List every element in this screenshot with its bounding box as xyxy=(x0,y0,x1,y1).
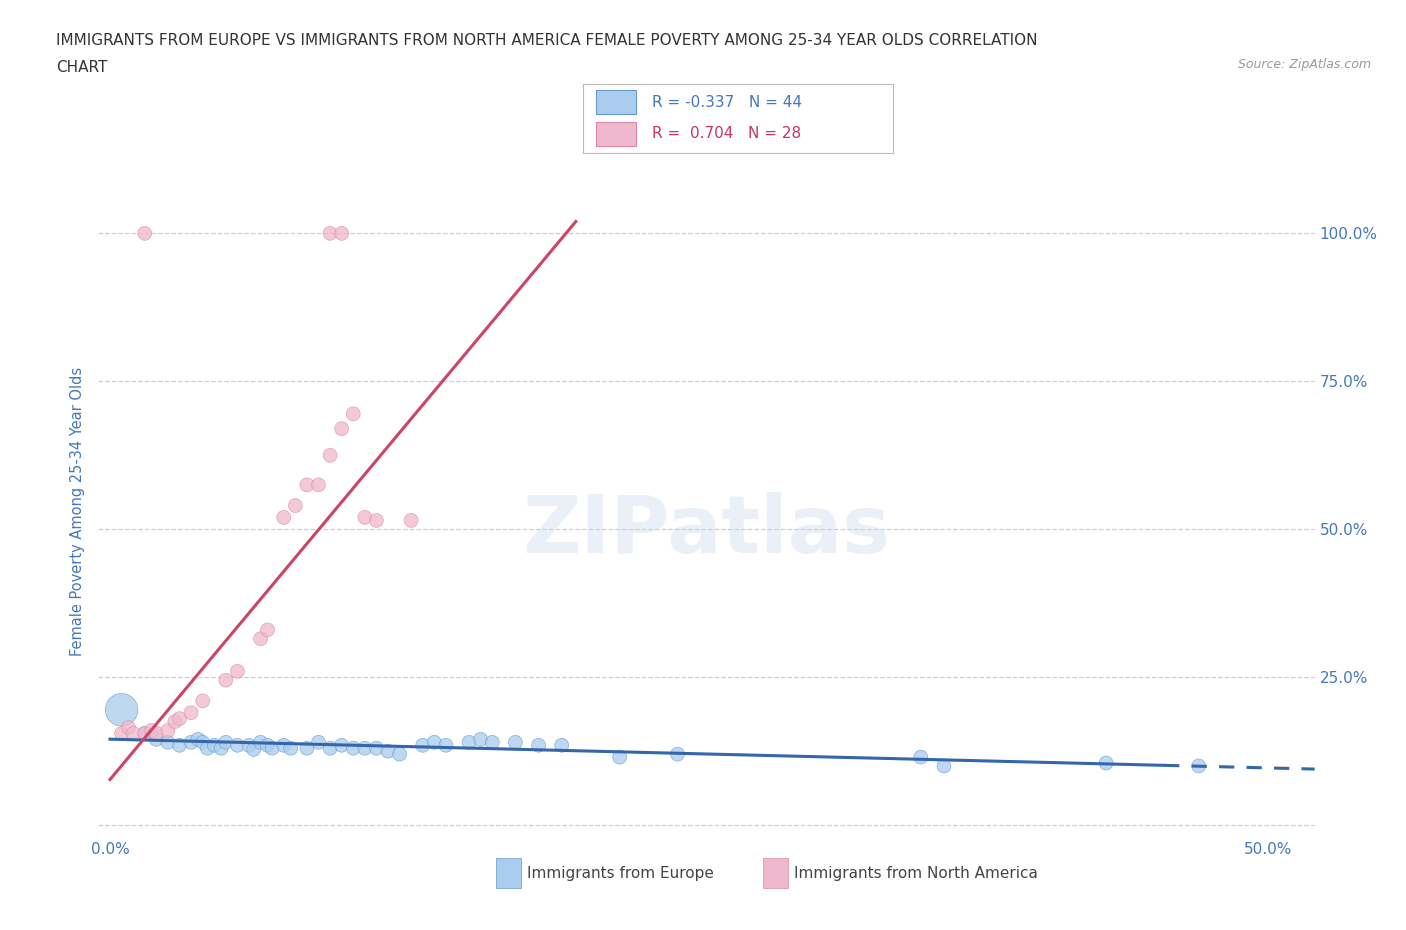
Point xyxy=(319,226,342,241)
Point xyxy=(342,741,364,756)
Point xyxy=(256,737,278,752)
Point xyxy=(187,732,209,747)
Point xyxy=(273,737,295,752)
Point xyxy=(117,720,139,735)
Point xyxy=(163,714,186,729)
Point xyxy=(215,735,238,750)
Point xyxy=(551,737,574,752)
Point xyxy=(145,732,167,747)
Point xyxy=(505,735,527,750)
FancyBboxPatch shape xyxy=(596,122,636,147)
Point xyxy=(353,741,375,756)
Point xyxy=(388,747,411,762)
Y-axis label: Female Poverty Among 25-34 Year Olds: Female Poverty Among 25-34 Year Olds xyxy=(70,367,86,656)
Point xyxy=(434,737,457,752)
Text: Immigrants from North America: Immigrants from North America xyxy=(794,866,1038,881)
Point xyxy=(256,622,278,637)
Point xyxy=(134,226,156,241)
Point xyxy=(242,742,264,757)
Point xyxy=(308,477,330,492)
Point xyxy=(377,744,399,759)
Point xyxy=(295,741,318,756)
Point xyxy=(295,477,318,492)
Point xyxy=(249,631,271,646)
Point xyxy=(330,226,353,241)
Point xyxy=(249,735,271,750)
Point xyxy=(366,513,388,528)
Text: ZIPatlas: ZIPatlas xyxy=(523,492,890,570)
Point xyxy=(156,723,179,737)
Point xyxy=(226,737,249,752)
Point xyxy=(134,726,156,741)
Point xyxy=(180,735,202,750)
Text: Immigrants from Europe: Immigrants from Europe xyxy=(527,866,713,881)
Text: IMMIGRANTS FROM EUROPE VS IMMIGRANTS FROM NORTH AMERICA FEMALE POVERTY AMONG 25-: IMMIGRANTS FROM EUROPE VS IMMIGRANTS FRO… xyxy=(56,33,1038,47)
Point xyxy=(353,510,375,525)
Point xyxy=(141,723,163,737)
Point xyxy=(209,741,232,756)
Point xyxy=(202,737,225,752)
Point xyxy=(481,735,503,750)
Point xyxy=(145,726,167,741)
Point xyxy=(609,750,631,764)
Point xyxy=(910,750,932,764)
Text: CHART: CHART xyxy=(56,60,108,75)
Point xyxy=(932,759,955,774)
Point xyxy=(169,737,191,752)
Point xyxy=(399,513,422,528)
Point xyxy=(134,726,156,741)
Point xyxy=(1188,759,1211,774)
Point xyxy=(238,737,260,752)
Point xyxy=(423,735,446,750)
Point xyxy=(195,741,218,756)
Point xyxy=(280,741,302,756)
Point xyxy=(319,448,342,463)
Point xyxy=(330,737,353,752)
Point xyxy=(458,735,481,750)
Text: R =  0.704   N = 28: R = 0.704 N = 28 xyxy=(651,126,800,141)
Point xyxy=(191,735,214,750)
Text: R = -0.337   N = 44: R = -0.337 N = 44 xyxy=(651,95,801,110)
Point xyxy=(156,735,179,750)
Point xyxy=(366,741,388,756)
Point xyxy=(262,741,284,756)
Point xyxy=(319,741,342,756)
Point xyxy=(110,702,132,717)
Point xyxy=(169,711,191,726)
Point xyxy=(308,735,330,750)
Point xyxy=(226,664,249,679)
Point xyxy=(342,406,364,421)
Point xyxy=(191,694,214,709)
Point xyxy=(412,737,434,752)
Point xyxy=(470,732,492,747)
Point xyxy=(215,672,238,687)
Point xyxy=(1095,755,1118,770)
Point xyxy=(284,498,307,513)
FancyBboxPatch shape xyxy=(596,90,636,114)
Point xyxy=(273,510,295,525)
Point xyxy=(666,747,689,762)
Point xyxy=(330,421,353,436)
Point xyxy=(527,737,550,752)
Text: Source: ZipAtlas.com: Source: ZipAtlas.com xyxy=(1237,58,1371,71)
Point xyxy=(110,726,132,741)
Point xyxy=(180,705,202,720)
Point xyxy=(122,726,145,741)
